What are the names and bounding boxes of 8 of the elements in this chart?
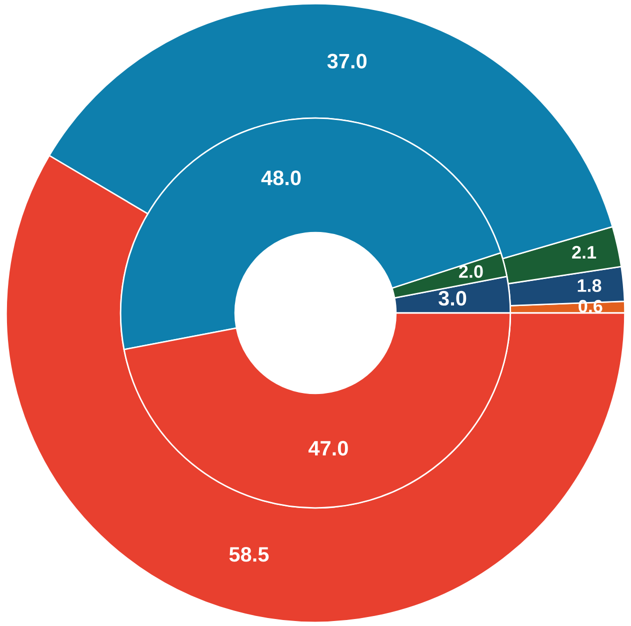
data-label: 47.0 xyxy=(308,440,348,456)
data-label: 58.5 xyxy=(229,546,269,562)
data-label: 48.0 xyxy=(261,170,301,186)
data-label: 3.0 xyxy=(438,290,466,306)
data-label: 37.0 xyxy=(327,54,367,69)
data-label: 1.8 xyxy=(578,279,602,292)
data-label: 2.1 xyxy=(572,246,596,259)
data-label: 2.0 xyxy=(459,265,483,278)
